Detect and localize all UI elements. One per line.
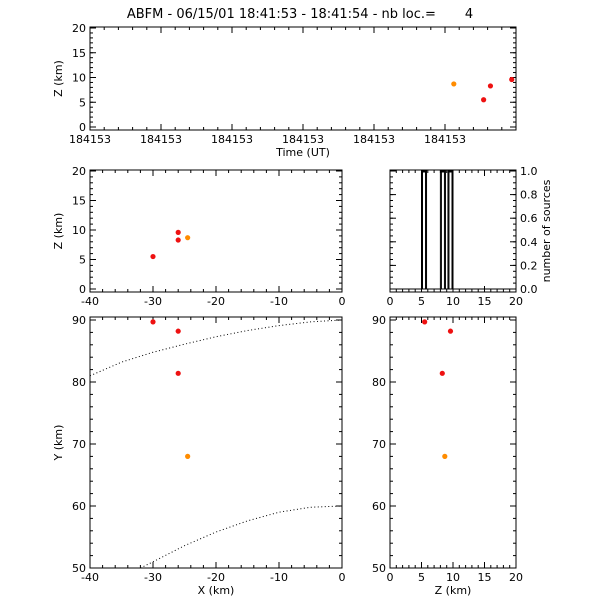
x-z-y-tick-label: 5 — [79, 254, 86, 267]
x-y-frame — [89, 316, 343, 569]
x-y-point — [175, 328, 181, 334]
x-y-y-axis-label: Y (km) — [52, 425, 65, 462]
time-height-y-tick-label: 5 — [79, 96, 86, 109]
height-histogram-x-tick-label: 0 — [387, 295, 394, 308]
x-y-point — [185, 453, 191, 459]
x-y-y-tick-label: 70 — [72, 438, 86, 451]
height-histogram-y-tick-label: 0.4 — [520, 236, 538, 249]
z-y-point — [447, 328, 454, 334]
x-y-y-tick-label: 90 — [72, 314, 86, 327]
height-histogram-y-tick-label: 0.0 — [520, 283, 538, 296]
x-z-y-tick-label: 20 — [72, 165, 86, 178]
time-height-x-tick-label: 184153 — [353, 133, 395, 146]
time-height-x-tick-label: 184153 — [211, 133, 253, 146]
x-z-frame — [89, 169, 343, 293]
height-histogram-x-tick-label: 20 — [509, 295, 523, 308]
x-z-x-tick-label: -40 — [81, 295, 99, 308]
height-histogram-x-tick-label: 15 — [478, 295, 492, 308]
x-z-y-tick-label: 15 — [72, 195, 86, 208]
x-y-x-tick-label: -30 — [144, 571, 162, 584]
time-height-x-tick-label: 184153 — [140, 133, 182, 146]
time-height-point — [481, 97, 487, 103]
x-y-x-tick-label: 0 — [339, 571, 346, 584]
x-y-x-tick-label: -40 — [81, 571, 99, 584]
x-y-x-axis-label: X (km) — [198, 584, 235, 597]
x-z-x-tick-label: -10 — [270, 295, 288, 308]
z-y-y-tick-label: 80 — [372, 376, 386, 389]
z-y-x-tick-label: 10 — [446, 571, 460, 584]
time-height-x-tick-label: 184153 — [424, 133, 466, 146]
z-y-x-tick-label: 15 — [478, 571, 492, 584]
figure-title: ABFM - 06/15/01 18:41:53 - 18:41:54 - nb… — [127, 7, 473, 22]
z-y-x-axis-label: Z (km) — [435, 584, 472, 597]
time-height-point — [451, 81, 457, 87]
height-histogram-y-tick-label: 1.0 — [520, 165, 538, 178]
z-y-y-tick-label: 60 — [372, 500, 386, 513]
time-height-y-tick-label: 0 — [79, 121, 86, 134]
height-histogram-y-axis-label: number of sources — [540, 179, 553, 282]
x-z-x-tick-label: -20 — [207, 295, 225, 308]
x-z-y-tick-label: 10 — [72, 224, 86, 237]
x-z-point — [185, 235, 191, 241]
height-histogram-bar — [440, 171, 445, 290]
height-histogram-y-tick-label: 0.8 — [520, 189, 538, 202]
x-y-range-ring — [140, 505, 343, 569]
x-z-x-tick-label: -30 — [144, 295, 162, 308]
height-histogram-outline — [390, 170, 516, 290]
z-y-point — [422, 319, 428, 325]
x-y-x-tick-label: -10 — [270, 571, 288, 584]
time-height-panel: 184153 184153 184153 184153 184153 1841530510… — [52, 22, 517, 159]
height-histogram-y-tick-label: 0.6 — [520, 212, 538, 225]
time-height-x-tick-label: 184153 — [69, 133, 111, 146]
time-height-y-tick-label: 15 — [72, 47, 86, 60]
x-z-y-tick-label: 0 — [79, 283, 86, 296]
z-y-frame — [389, 316, 517, 569]
x-y-point — [150, 319, 156, 325]
x-y-panel: -40 -30 -20 -10 0 50 60 70 80 90 X (km) Y (km) — [52, 314, 346, 597]
time-height-point — [487, 83, 494, 89]
z-y-y-tick-label: 70 — [372, 438, 386, 451]
time-height-point — [509, 76, 515, 83]
z-y-point — [439, 370, 445, 376]
x-z-point — [150, 253, 156, 260]
height-histogram-x-tick-label: 10 — [446, 295, 460, 308]
x-z-y-axis-label: Z (km) — [52, 213, 65, 250]
z-y-y-tick-label: 50 — [372, 562, 386, 575]
height-histogram-x-tick-label: 5 — [418, 295, 425, 308]
z-y-x-tick-label: 0 — [387, 571, 394, 584]
z-y-x-tick-label: 5 — [418, 571, 425, 584]
time-height-y-tick-label: 10 — [72, 72, 86, 85]
x-z-point — [175, 229, 181, 235]
time-height-y-tick-label: 20 — [72, 22, 86, 35]
time-height-y-axis-label: Z (km) — [52, 60, 65, 97]
x-y-x-tick-label: -20 — [207, 571, 225, 584]
height-histogram-bar — [422, 171, 427, 290]
x-y-range-ring — [89, 319, 343, 377]
time-height-x-axis-label: Time (UT) — [275, 146, 330, 159]
x-y-y-tick-label: 50 — [72, 562, 86, 575]
z-y-y-tick-label: 90 — [372, 314, 386, 327]
x-y-point — [175, 370, 181, 376]
x-y-y-tick-label: 60 — [72, 500, 86, 513]
height-histogram-y-tick-label: 0.2 — [520, 259, 538, 272]
z-y-point — [442, 453, 448, 459]
x-z-point — [175, 237, 181, 243]
x-z-panel: -40 -30 -20 -10 0 0 5 10 15 20 Z (km) — [52, 165, 346, 308]
z-y-panel: 0 5 10 15 20 50 60 70 80 90 Z (km) — [372, 314, 523, 597]
x-z-x-tick-label: 0 — [339, 295, 346, 308]
time-height-frame — [89, 26, 517, 131]
time-height-x-tick-label: 184153 — [282, 133, 324, 146]
z-y-x-tick-label: 20 — [509, 571, 523, 584]
x-y-y-tick-label: 80 — [72, 376, 86, 389]
height-histogram-bar — [448, 171, 453, 290]
